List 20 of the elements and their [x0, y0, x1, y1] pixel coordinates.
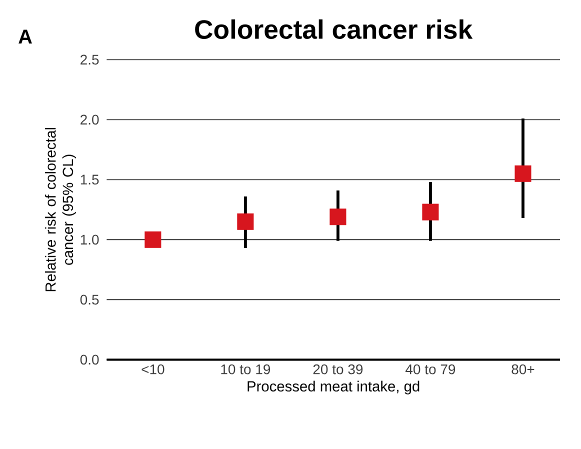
y-tick-label: 0.5 — [80, 294, 99, 305]
x-tick-label: <10 — [142, 364, 164, 374]
text: A — [18, 30, 32, 44]
x-axis-title: Processed meat intake, gd — [248, 380, 420, 394]
point — [144, 231, 162, 248]
x-tick-label: 10 to 19 — [221, 364, 270, 374]
point — [330, 208, 346, 226]
point — [422, 204, 439, 220]
y-tick-label: 2.0 — [80, 114, 99, 125]
point — [237, 213, 254, 230]
chart-title: Colorectal cancer risk — [195, 19, 473, 39]
x-tick-label: 20 to 39 — [313, 364, 363, 374]
y-axis-title: Relative risk of colorectal cancer (95% CL) — [45, 128, 76, 292]
y-tick-label: 1.0 — [80, 234, 99, 245]
x-tick-label: 40 to 79 — [405, 364, 456, 374]
y-tick-label: 2.5 — [80, 54, 99, 65]
x-tick-label: 80+ — [512, 364, 534, 374]
point — [514, 165, 532, 182]
y-tick-label: 1.5 — [80, 174, 99, 185]
y-tick-label: 0.0 — [80, 354, 99, 365]
